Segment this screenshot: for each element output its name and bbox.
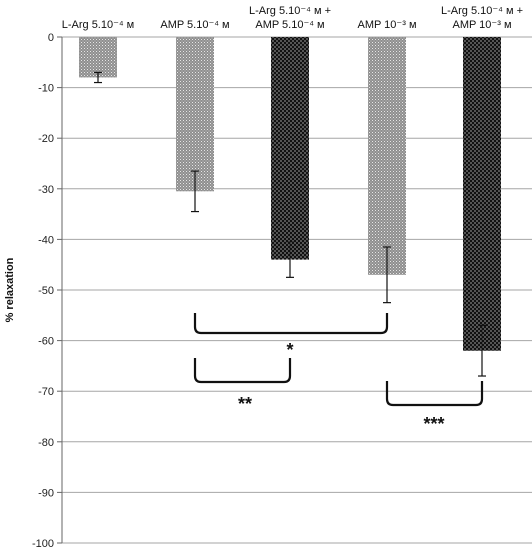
category-label: AMP 5.10⁻⁴ м [160, 19, 229, 31]
bar [271, 37, 309, 260]
y-tick-label: -50 [38, 285, 54, 297]
significance-bracket [385, 381, 484, 407]
y-tick-label: -40 [38, 234, 54, 246]
significance-brackets: ****** [193, 313, 484, 434]
y-axis-label: % relaxation [4, 257, 16, 322]
bar [368, 37, 406, 275]
category-label: AMP 5.10⁻⁴ м [255, 19, 324, 31]
y-tick-label: -70 [38, 386, 54, 398]
bar [79, 37, 117, 78]
y-tick-label: -10 [38, 83, 54, 95]
y-tick-label: 0 [48, 32, 54, 44]
category-label: L-Arg 5.10⁻⁴ м + [441, 5, 523, 17]
error-bars [94, 71, 486, 377]
significance-marker: * [286, 340, 293, 360]
bars [79, 37, 501, 351]
category-label: L-Arg 5.10⁻⁴ м + [249, 5, 331, 17]
bar [176, 37, 214, 192]
y-tick-label: -60 [38, 336, 54, 348]
significance-bracket [193, 358, 292, 384]
category-labels: L-Arg 5.10⁻⁴ м AMP 5.10⁻⁴ м L-Arg 5.10⁻⁴ м… [62, 5, 523, 31]
y-tick-label: -30 [38, 184, 54, 196]
y-tick-label: -100 [32, 538, 54, 550]
y-tick-label: -20 [38, 133, 54, 145]
significance-marker: *** [423, 414, 444, 434]
y-axis: 0 -10 -20 -30 -40 -50 -60 -70 -80 -90 -100 [32, 32, 63, 550]
significance-marker: ** [238, 394, 252, 414]
significance-bracket [193, 313, 389, 335]
category-label: L-Arg 5.10⁻⁴ м [62, 19, 135, 31]
category-label: AMP 10⁻³ м [452, 19, 511, 31]
bar [463, 37, 501, 351]
category-label: AMP 10⁻³ м [357, 19, 416, 31]
y-tick-label: -90 [38, 487, 54, 499]
y-tick-label: -80 [38, 437, 54, 449]
